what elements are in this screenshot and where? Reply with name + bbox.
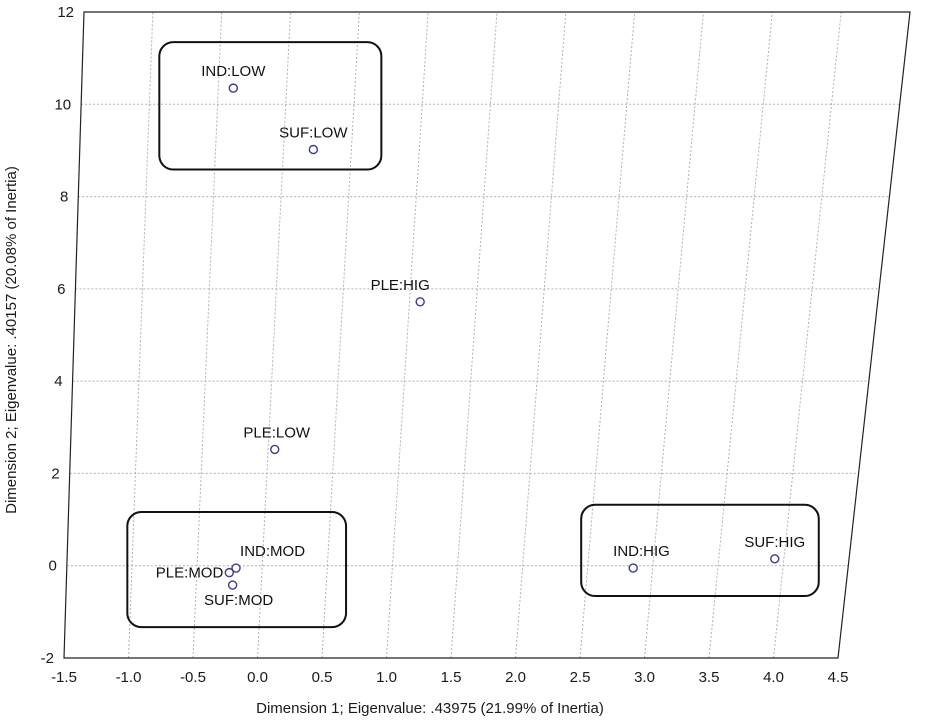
y-tick-label: 8 (60, 189, 68, 206)
point-label: IND:HIG (613, 543, 670, 560)
y-tick-label: 12 (57, 4, 74, 21)
point-label: PLE:LOW (243, 424, 311, 441)
y-axis-label: Dimension 2; Eigenvalue: .40157 (20.08% … (3, 166, 20, 514)
y-tick-label: 0 (49, 558, 57, 575)
data-point (231, 563, 241, 573)
grid-line-x (386, 11, 429, 659)
x-tick-label: 3.5 (699, 669, 720, 686)
y-tick-label: 10 (54, 96, 71, 113)
x-tick-label: 1.0 (376, 669, 397, 686)
x-tick-label: -0.5 (180, 669, 206, 686)
grid-line-x (321, 11, 360, 659)
grid-line-x (450, 11, 498, 659)
data-point (227, 580, 238, 590)
group-box (580, 503, 820, 598)
group-box (126, 511, 348, 629)
tick-labels: -1.5 -1.0 -0.5 0.0 0.5 1.0 1.5 2.0 2.5 3.0 3.5 4.0 4… (41, 4, 849, 686)
x-axis-label: Dimension 1; Eigenvalue: .43975 (21.99% … (256, 700, 604, 717)
grid (63, 11, 911, 659)
data-point (270, 444, 280, 455)
point-label: SUF:MOD (204, 592, 273, 609)
x-tick-label: 4.5 (828, 669, 849, 686)
group-boxes (126, 41, 820, 629)
point-label: PLE:HIG (371, 277, 430, 294)
grid-line-x (773, 11, 842, 659)
x-tick-label: 2.5 (570, 669, 591, 686)
x-tick-label: 3.0 (634, 669, 655, 686)
grid-line-x (579, 11, 636, 659)
x-tick-label: 0.0 (247, 669, 268, 686)
x-tick-label: 0.5 (312, 669, 333, 686)
grid-line-x (257, 11, 291, 659)
data-point (415, 297, 425, 307)
plot-frame (63, 11, 911, 659)
grid-line-x (515, 11, 567, 659)
y-tick-label: 2 (51, 465, 59, 482)
point-label: SUF:LOW (279, 125, 348, 142)
grid-line-x (708, 11, 773, 659)
point-label: SUF:HIG (744, 534, 805, 551)
x-tick-label: -1.0 (116, 669, 142, 686)
data-point (770, 554, 780, 564)
grid-line-x (128, 11, 154, 659)
point-label: IND:MOD (240, 543, 305, 560)
data-point (228, 83, 239, 93)
x-tick-label: 4.0 (763, 669, 784, 686)
y-tick-label: -2 (41, 650, 54, 667)
grid-line-x (644, 11, 704, 659)
x-tick-label: -1.5 (51, 669, 77, 686)
x-tick-label: 2.0 (505, 669, 526, 686)
point-label: IND:LOW (201, 63, 266, 80)
data-point (308, 144, 319, 155)
grid-line-x (192, 11, 223, 659)
point-label: PLE:MOD (156, 565, 224, 582)
data-points: IND:LOW SUF:LOW PLE:HIG PLE:LOW IND:MOD PLE:M… (156, 63, 805, 609)
group-box (158, 41, 383, 171)
y-tick-label: 4 (54, 373, 62, 390)
data-point (628, 563, 638, 573)
x-tick-label: 1.5 (441, 669, 462, 686)
data-point (224, 567, 235, 578)
y-tick-label: 6 (57, 281, 65, 298)
